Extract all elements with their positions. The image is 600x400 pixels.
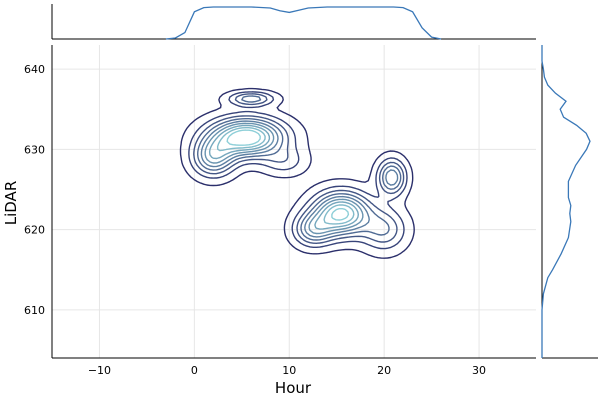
contour-level-line — [200, 120, 399, 238]
y-tick-label: 630 — [24, 143, 45, 156]
contour-level-line — [193, 93, 405, 244]
x-tick-labels: −10 0 10 20 30 — [88, 364, 486, 377]
y-tick-label: 620 — [24, 224, 45, 237]
contour-level-line — [204, 122, 364, 235]
main-plot-axes — [51, 45, 536, 359]
right-marginal-panel — [541, 45, 598, 359]
x-tick-label: 10 — [282, 364, 296, 377]
contour-level-line — [208, 124, 359, 230]
contour-level-line — [179, 87, 415, 259]
contour-level-line — [216, 127, 355, 225]
contour-layer — [179, 87, 415, 259]
x-tick-label: 20 — [377, 364, 391, 377]
top-marginal-panel — [51, 4, 536, 40]
y-tick-label: 610 — [24, 304, 45, 317]
contour-level-line — [226, 129, 350, 221]
contour-level-line — [188, 91, 408, 250]
x-tick-label: −10 — [88, 364, 111, 377]
main-plot-grid — [52, 45, 536, 358]
x-marginal-density-curve — [165, 6, 442, 40]
y-axis-title: LiDAR — [2, 181, 20, 226]
x-tick-label: 30 — [472, 364, 486, 377]
x-tick-label: 0 — [191, 364, 198, 377]
y-marginal-density-curve — [541, 45, 591, 358]
contour-level-line — [197, 95, 402, 241]
x-axis-title: Hour — [275, 379, 312, 397]
y-tick-label: 640 — [24, 63, 45, 76]
y-tick-labels: 610 620 630 640 — [24, 63, 45, 317]
